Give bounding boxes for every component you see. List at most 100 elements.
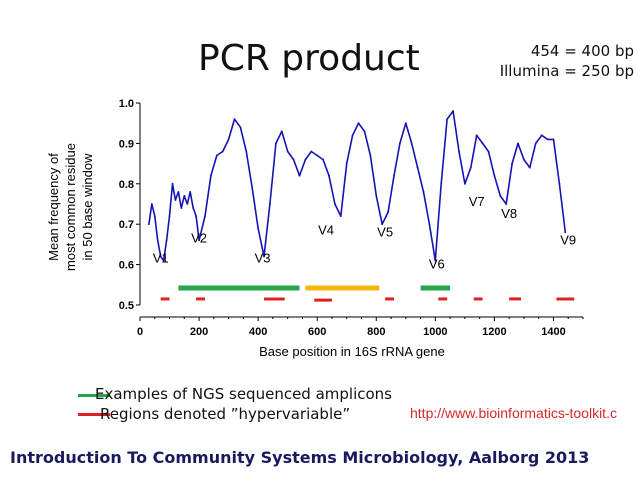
data-point [422,190,425,193]
y-tick-label: 0.8 [119,179,134,191]
data-point [528,166,531,169]
data-point [251,186,254,189]
data-point [310,150,313,153]
data-point [458,150,460,153]
series-line [148,110,567,262]
y-axis-title-line-3: in 50 base window [80,153,95,261]
data-point [334,203,336,205]
data-point [292,158,295,161]
data-point [192,207,195,209]
data-point [147,223,150,226]
data-point [221,150,224,153]
legend-green-label: Examples of NGS sequenced amplicons [95,385,392,403]
slide-title: PCR product [198,38,420,79]
data-point [165,239,168,242]
data-point [357,122,360,125]
data-point [463,182,466,185]
data-point [369,154,372,157]
legend-green-swatch [78,394,110,397]
x-tick-label: 600 [308,326,326,338]
region-label: V9 [560,232,576,247]
x-tick-label: 1200 [482,326,506,338]
x-tick-label: 0 [137,326,143,338]
data-point [481,142,484,145]
y-axis-title-line-2: most common residue [63,143,78,271]
data-point [150,203,153,205]
data-point [322,158,325,161]
data-point [209,174,212,177]
note-454-read-length: 454 = 400 bp [530,42,634,60]
data-point [153,215,156,218]
data-point [345,162,348,165]
x-tick-label: 200 [190,326,208,338]
data-point [174,199,177,201]
data-point [171,182,174,185]
data-point [316,154,319,157]
data-point [428,223,431,226]
region-label: V4 [318,222,334,237]
data-point [298,174,301,177]
data-point [416,166,419,169]
y-tick-label: 0.9 [119,138,134,150]
y-axis-title-line-1: Mean frequency of [46,153,61,261]
data-point [558,182,561,185]
data-point [534,142,537,145]
data-point [239,126,242,129]
data-point [552,138,555,141]
data-point [499,195,502,197]
x-tick-label: 800 [367,326,385,338]
data-point [564,231,567,234]
data-point [233,118,236,121]
data-point [387,211,389,213]
data-point [189,190,192,193]
data-point [351,134,354,137]
data-point [183,195,186,197]
data-point [493,174,496,177]
x-tick-label: 1000 [423,326,447,338]
y-tick-label: 0.6 [119,260,134,272]
data-point [434,259,437,262]
data-point [215,154,218,157]
data-point [398,142,401,145]
data-point [487,150,490,153]
region-label: V2 [191,230,207,245]
data-point [404,122,407,125]
data-point [280,130,283,133]
x-axis-title: Base position in 16S rRNA gene [259,344,445,359]
data-point [177,190,180,193]
data-point [393,174,395,177]
data-point [263,255,265,258]
data-point [156,239,159,242]
legend-red-swatch [78,413,110,416]
source-link[interactable]: http://www.bioinformatics-toolkit.c [410,405,617,421]
data-point [168,215,171,218]
data-point [195,215,198,218]
data-point [180,207,183,209]
y-tick-label: 0.7 [119,219,134,231]
data-point [381,223,384,226]
data-point [523,158,525,161]
x-tick-label: 400 [249,326,267,338]
region-label: V3 [255,251,271,266]
data-point [227,138,230,141]
legend-red-label: Regions denoted ”hypervariable” [100,405,351,423]
data-point [517,142,519,145]
data-point [245,150,248,153]
data-point [328,174,330,177]
data-point [469,166,472,169]
data-point [257,227,260,230]
region-label: V7 [469,194,485,209]
x-tick-label: 1400 [541,326,565,338]
data-point [339,215,342,218]
data-point [286,150,289,153]
data-point [505,203,508,205]
data-point [186,203,189,205]
region-label: V1 [153,251,169,266]
data-point [363,130,366,133]
data-point [162,259,165,262]
region-label: V5 [377,224,393,239]
region-label: V6 [429,257,445,272]
note-illumina-read-length: Illumina = 250 bp [499,62,634,80]
data-point [511,162,514,165]
